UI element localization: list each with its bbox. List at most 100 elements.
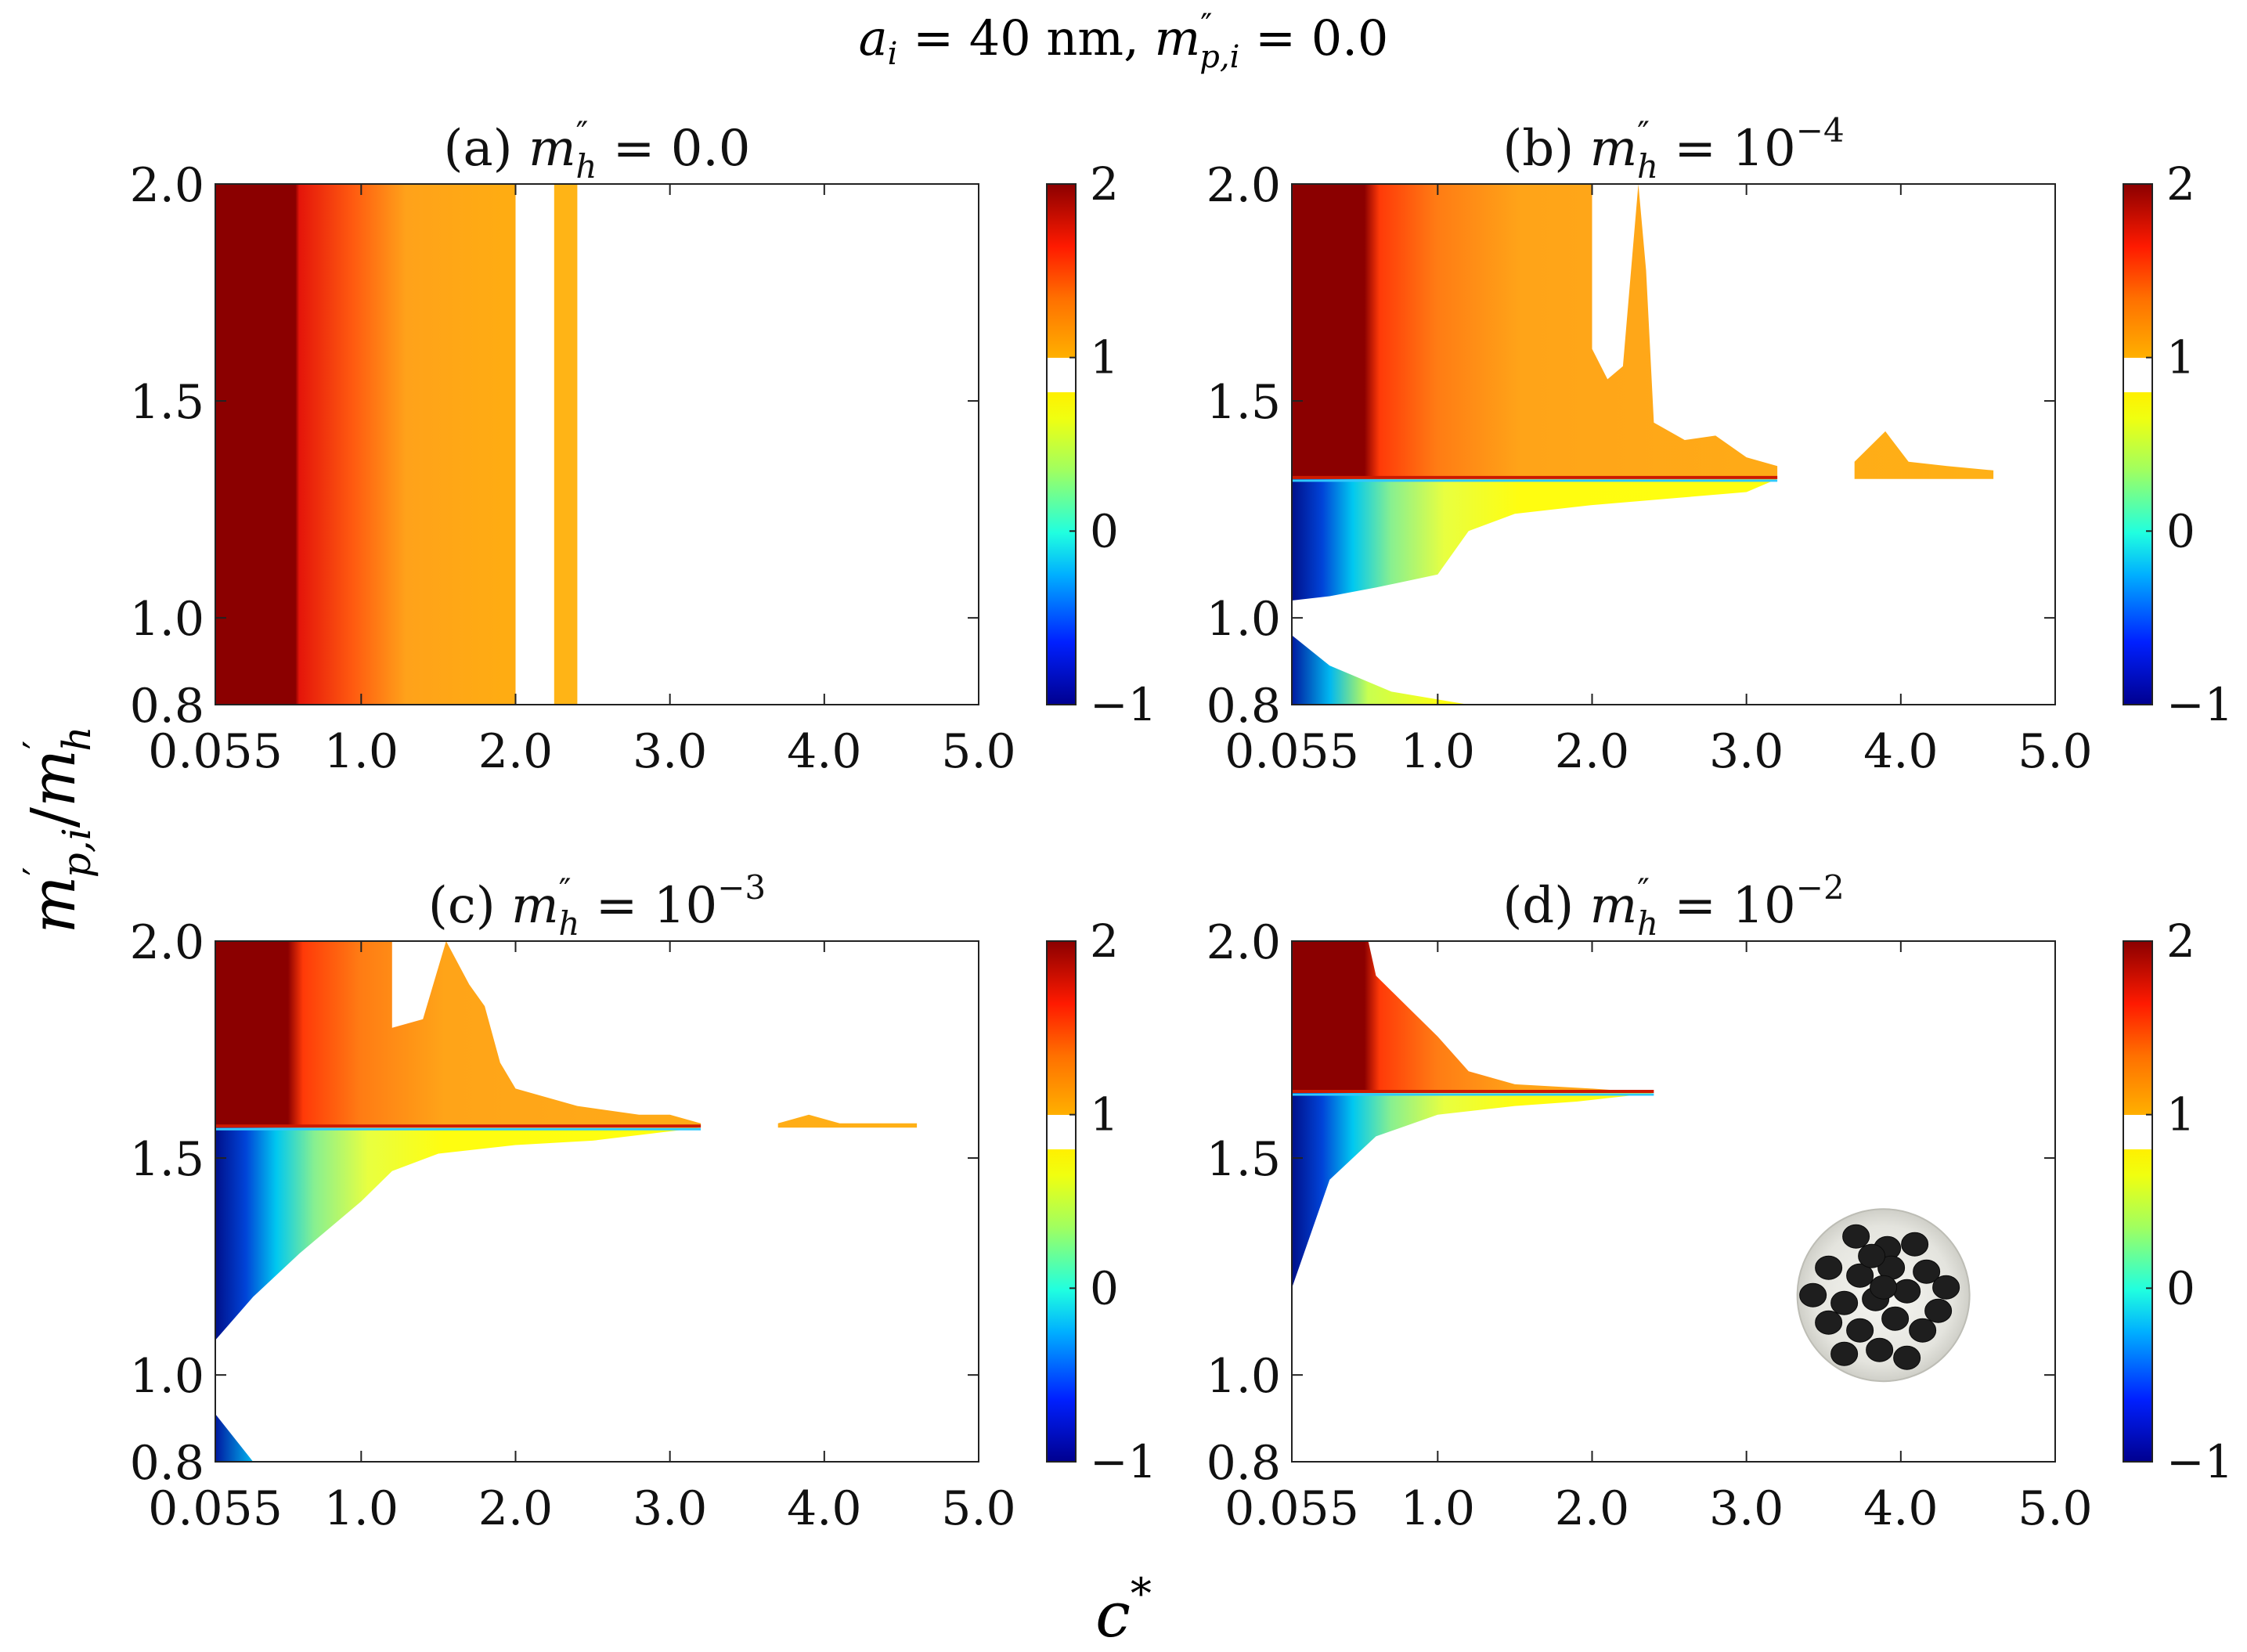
x-tick-label: 2.0 bbox=[1555, 1481, 1629, 1536]
x-ticks-a: 0.055 1.0 2.0 3.0 4.0 5.0 bbox=[148, 184, 1016, 779]
colorbar-tick-label: 1 bbox=[2166, 331, 2195, 384]
x-tick-label: 4.0 bbox=[1863, 1481, 1938, 1536]
x-tick-label: 3.0 bbox=[633, 724, 707, 779]
x-ticks-c: 0.055 1.0 2.0 3.0 4.0 5.0 bbox=[148, 941, 1016, 1536]
inset-bead bbox=[1932, 1275, 1960, 1300]
colorbar-b: 2 1 0 −1 bbox=[2123, 157, 2234, 731]
inset-bead bbox=[1909, 1318, 1937, 1343]
inset-bead bbox=[1815, 1255, 1843, 1280]
inset-bead bbox=[1846, 1263, 1874, 1288]
y-ticks-b: 0.8 1.0 1.5 2.0 bbox=[1206, 158, 2055, 734]
x-tick-label: 3.0 bbox=[1709, 1481, 1784, 1536]
panel-title-a: (a) m″ h = 0.0 bbox=[444, 114, 751, 186]
colorbar-tick-label: −1 bbox=[2166, 1435, 2234, 1488]
x-tick-label: 0.055 bbox=[1224, 1481, 1359, 1536]
colorbar-tick-label: −1 bbox=[1090, 1435, 1157, 1488]
x-tick-label: 2.0 bbox=[478, 1481, 553, 1536]
x-tick-label: 5.0 bbox=[941, 724, 1015, 779]
y-tick-label: 2.0 bbox=[1206, 915, 1281, 970]
plot-area-c bbox=[215, 941, 918, 1462]
y-tick-label: 0.8 bbox=[130, 679, 204, 734]
panel-c: 0.055 1.0 2.0 3.0 4.0 5.0 0.8 1.0 1.5 2.0 (c) m″ h … bbox=[130, 868, 1157, 1536]
plot-frame-d bbox=[1291, 940, 2056, 1463]
panel-title-b: (b) m″ h = 10−4 bbox=[1502, 111, 1844, 186]
colorbar-gradient bbox=[2123, 940, 2153, 1463]
inset-bead bbox=[1858, 1243, 1886, 1268]
upper-region-b bbox=[1292, 184, 1778, 479]
y-ticks-d: 0.8 1.0 1.5 2.0 bbox=[1206, 915, 2055, 1491]
lower-region-c bbox=[215, 1127, 702, 1340]
panel-d: 0.055 1.0 2.0 3.0 4.0 5.0 0.8 1.0 1.5 2.0 (d) m″ h … bbox=[1206, 868, 2234, 1536]
y-tick-label: 2.0 bbox=[130, 158, 204, 213]
lower-region-b bbox=[1292, 478, 1778, 601]
colorbar-tick-label: 2 bbox=[1090, 914, 1119, 968]
x-tick-label: 3.0 bbox=[1709, 724, 1784, 779]
inset-bead bbox=[1866, 1337, 1894, 1362]
lower-region-extra-c bbox=[215, 1414, 254, 1462]
x-tick-label: 5.0 bbox=[2018, 1481, 2092, 1536]
y-axis-label: m′p,i/m′h bbox=[15, 726, 99, 933]
x-tick-label: 1.0 bbox=[1401, 724, 1475, 779]
plot-area-b bbox=[1292, 184, 1994, 705]
inset-bead bbox=[1870, 1275, 1898, 1300]
colorbar-tick-label: −1 bbox=[2166, 678, 2234, 731]
y-ticks-a: 0.8 1.0 1.5 2.0 bbox=[130, 158, 979, 734]
panel-title-d: (d) m″ h = 10−2 bbox=[1502, 868, 1844, 943]
upper-region-a bbox=[215, 184, 516, 705]
x-ticks-d: 0.055 1.0 2.0 3.0 4.0 5.0 bbox=[1224, 941, 2093, 1536]
y-tick-label: 2.0 bbox=[130, 915, 204, 970]
y-tick-label: 1.5 bbox=[1206, 1132, 1281, 1187]
inset-bead bbox=[1799, 1282, 1827, 1308]
colorbar-tick-label: 0 bbox=[1090, 1261, 1119, 1315]
x-tick-label: 4.0 bbox=[787, 724, 861, 779]
upper-region-d bbox=[1292, 941, 1654, 1093]
plot-frame-c bbox=[215, 940, 979, 1463]
y-tick-label: 0.8 bbox=[1206, 679, 1281, 734]
x-tick-label: 1.0 bbox=[324, 1481, 399, 1536]
colorbar-tick-label: 1 bbox=[2166, 1088, 2195, 1142]
y-tick-label: 2.0 bbox=[1206, 158, 1281, 213]
inset-bead bbox=[1913, 1259, 1941, 1284]
x-tick-label: 3.0 bbox=[633, 1481, 707, 1536]
colorbar-tick-label: 1 bbox=[1090, 1088, 1119, 1142]
colorbar-tick-label: 2 bbox=[2166, 157, 2195, 211]
x-tick-label: 0.055 bbox=[148, 724, 283, 779]
colorbar-c: 2 1 0 −1 bbox=[1046, 914, 1157, 1488]
colorbar-gradient bbox=[2123, 183, 2153, 705]
lower-region-extra-b bbox=[1292, 635, 1469, 705]
colorbar-tick-label: 1 bbox=[1090, 331, 1119, 384]
figure-suptitle: ai = 40 nm, m″ p,i = 0.0 bbox=[859, 8, 1389, 75]
inset-bead bbox=[1830, 1290, 1859, 1315]
x-tick-label: 2.0 bbox=[1555, 724, 1629, 779]
colorbar-tick-label: 2 bbox=[2166, 914, 2195, 968]
x-tick-label: 2.0 bbox=[478, 724, 553, 779]
plot-frame-a bbox=[215, 183, 979, 705]
y-tick-label: 0.8 bbox=[1206, 1436, 1281, 1491]
upper-region-extra-a bbox=[554, 184, 578, 705]
y-tick-label: 1.5 bbox=[130, 375, 204, 430]
y-tick-label: 1.0 bbox=[130, 592, 204, 647]
y-tick-label: 1.5 bbox=[1206, 375, 1281, 430]
y-tick-label: 1.0 bbox=[1206, 1349, 1281, 1404]
upper-region-extra-c bbox=[777, 1114, 918, 1128]
inset-bead bbox=[1893, 1345, 1921, 1370]
x-tick-label: 4.0 bbox=[1863, 724, 1938, 779]
plot-area-d bbox=[1292, 941, 1654, 1289]
upper-region-extra-b bbox=[1854, 431, 1994, 479]
y-tick-label: 1.5 bbox=[130, 1132, 204, 1187]
panel-title-c: (c) m″ h = 10−3 bbox=[428, 868, 766, 943]
inset-bead bbox=[1842, 1224, 1870, 1249]
x-tick-label: 4.0 bbox=[787, 1481, 861, 1536]
panel-a: 0.055 1.0 2.0 3.0 4.0 5.0 0.8 1.0 1.5 2.0 (a) m″ h … bbox=[130, 114, 1157, 779]
colorbar-tick-label: 0 bbox=[1090, 504, 1119, 557]
y-tick-label: 1.0 bbox=[1206, 592, 1281, 647]
colorbar-tick-label: 0 bbox=[2166, 504, 2195, 557]
panel-b: 0.055 1.0 2.0 3.0 4.0 5.0 0.8 1.0 1.5 2.0 (b) m″ h … bbox=[1206, 111, 2234, 779]
x-tick-label: 0.055 bbox=[1224, 724, 1359, 779]
inset-bead bbox=[1830, 1341, 1859, 1366]
colorbar-d: 2 1 0 −1 bbox=[2123, 914, 2234, 1488]
y-tick-label: 0.8 bbox=[130, 1436, 204, 1491]
plot-area-a bbox=[215, 184, 578, 705]
x-tick-label: 1.0 bbox=[1401, 1481, 1475, 1536]
